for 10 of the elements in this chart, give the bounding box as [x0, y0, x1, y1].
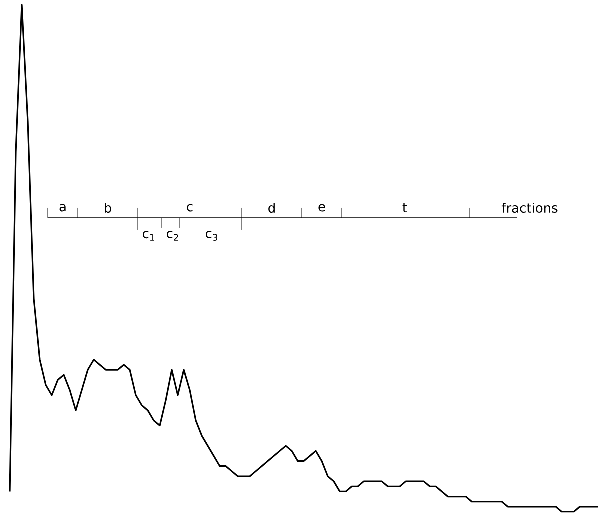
annotation: c$_{2}$: [167, 231, 178, 242]
annotation: c: [187, 204, 193, 212]
annotation: fractions: [502, 203, 558, 214]
annotation: b: [105, 203, 112, 214]
annotation: c$_{1}$: [143, 231, 154, 241]
annotation: c$_{3}$: [206, 231, 218, 242]
annotation: e: [318, 204, 326, 212]
annotation: d: [268, 203, 275, 214]
annotation: a: [60, 204, 66, 212]
annotation: t: [402, 204, 408, 213]
